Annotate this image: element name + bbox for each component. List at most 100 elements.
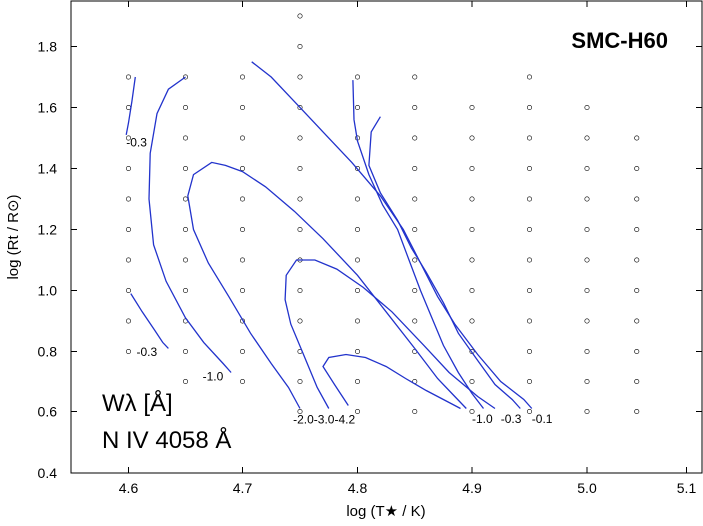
contour-line	[284, 259, 496, 410]
grid-marker	[297, 74, 303, 80]
y-tick-label: 1.0	[38, 283, 58, 299]
grid-marker	[412, 105, 418, 111]
y-tick-label: 1.8	[38, 39, 58, 55]
contour-label: -1.0	[203, 370, 224, 384]
grid-marker	[354, 227, 360, 233]
grid-marker	[183, 105, 189, 111]
grid-marker	[584, 348, 590, 354]
grid-marker	[126, 74, 132, 80]
grid-marker	[584, 287, 590, 293]
grid-marker	[240, 227, 246, 233]
grid-marker	[412, 166, 418, 172]
x-tick-label: 4.6	[119, 480, 139, 496]
grid-marker	[240, 257, 246, 263]
grid-marker	[126, 318, 132, 324]
grid-marker	[526, 318, 532, 324]
grid-marker	[354, 74, 360, 80]
plot-frame	[70, 0, 703, 474]
grid-marker	[634, 135, 640, 141]
x-axis-ticks: 4.6 4.7 4.8 4.9 5.0 5.1	[119, 1, 696, 496]
y-tick-label: 0.8	[38, 344, 58, 360]
grid-marker	[469, 105, 475, 111]
grid-marker	[469, 318, 475, 324]
contour-label: -0.3	[126, 135, 147, 149]
contour-label: -1.0	[472, 412, 493, 426]
grid-marker	[297, 196, 303, 202]
grid-marker	[469, 378, 475, 384]
contour-line	[368, 116, 521, 409]
x-axis-label: log (T★ / K)	[346, 503, 425, 520]
grid-marker	[354, 408, 360, 414]
contour-label: -0.1	[532, 412, 553, 426]
y-tick-label: 1.6	[38, 100, 58, 116]
grid-marker	[183, 166, 189, 172]
grid-marker	[297, 408, 303, 414]
x-tick-label: 4.7	[233, 480, 253, 496]
grid-marker	[469, 348, 475, 354]
grid-marker	[584, 105, 590, 111]
grid-marker	[183, 378, 189, 384]
grid-marker	[526, 287, 532, 293]
contour-label: -3.0	[314, 412, 335, 426]
grid-marker	[526, 74, 532, 80]
grid-marker	[240, 105, 246, 111]
grid-marker	[354, 166, 360, 172]
contour-label: -2.0	[293, 412, 314, 426]
grid-marker	[354, 318, 360, 324]
grid-marker	[354, 348, 360, 354]
grid-marker	[354, 105, 360, 111]
grid-marker	[526, 378, 532, 384]
contour-line	[352, 80, 485, 409]
contour-label: -0.3	[501, 412, 522, 426]
contour-line	[322, 353, 461, 410]
grid-marker	[634, 227, 640, 233]
y-tick-label: 0.4	[38, 465, 58, 481]
grid-marker	[183, 227, 189, 233]
y-axis-label: log (Rt / R⊙)	[5, 194, 22, 279]
contour-line	[251, 61, 533, 409]
x-tick-label: 4.8	[348, 480, 368, 496]
grid-marker	[412, 257, 418, 263]
grid-marker	[526, 105, 532, 111]
grid-marker	[354, 378, 360, 384]
grid-marker	[469, 196, 475, 202]
grid-marker	[634, 196, 640, 202]
grid-marker	[354, 257, 360, 263]
grid-marker	[126, 196, 132, 202]
y-tick-label: 1.2	[38, 222, 58, 238]
grid-marker	[584, 196, 590, 202]
contour-label: -0.3	[136, 345, 157, 359]
grid-marker	[634, 257, 640, 263]
y-axis-ticks: 0.4 0.6 0.8 1.0 1.2 1.4 1.6 1.8	[38, 39, 702, 481]
grid-marker	[297, 227, 303, 233]
grid-marker	[526, 135, 532, 141]
grid-marker	[526, 348, 532, 354]
x-tick-label: 4.9	[462, 480, 482, 496]
grid-marker	[183, 257, 189, 263]
grid-marker	[634, 166, 640, 172]
grid-marker	[634, 348, 640, 354]
grid-marker	[240, 348, 246, 354]
grid-marker	[183, 74, 189, 80]
x-tick-label: 5.0	[577, 480, 597, 496]
grid-marker	[526, 257, 532, 263]
grid-marker	[584, 135, 590, 141]
grid-marker	[183, 135, 189, 141]
grid-marker	[354, 287, 360, 293]
annotation-line-1: Wλ [Å]	[102, 389, 173, 417]
grid-marker	[526, 408, 532, 414]
grid-marker	[126, 227, 132, 233]
grid-marker	[584, 227, 590, 233]
grid-marker	[240, 166, 246, 172]
grid-marker	[412, 287, 418, 293]
grid-marker	[412, 318, 418, 324]
contour-line	[148, 76, 232, 373]
grid-marker	[634, 318, 640, 324]
grid-marker	[469, 287, 475, 293]
grid-marker	[412, 74, 418, 80]
grid-marker	[634, 287, 640, 293]
model-grid-markers	[126, 13, 640, 414]
grid-marker	[297, 378, 303, 384]
grid-marker	[526, 227, 532, 233]
